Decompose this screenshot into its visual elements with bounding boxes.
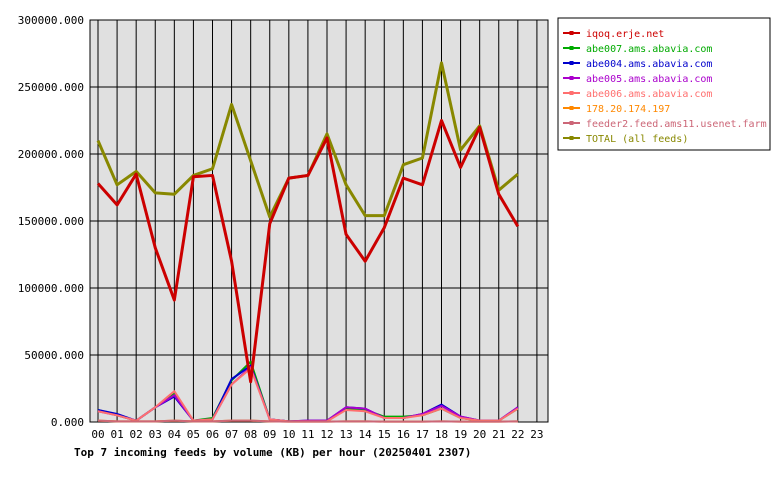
x-tick-label: 04	[168, 428, 182, 441]
x-tick-label: 00	[91, 428, 104, 441]
x-tick-label: 13	[339, 428, 352, 441]
x-tick-label: 18	[435, 428, 448, 441]
legend-label: abe007.ams.abavia.com	[586, 44, 712, 55]
x-tick-label: 16	[397, 428, 410, 441]
x-tick-label: 12	[320, 428, 333, 441]
x-tick-label: 23	[530, 428, 543, 441]
x-tick-label: 14	[359, 428, 373, 441]
series-lines	[96, 61, 520, 423]
y-tick-label: 0.000	[51, 416, 84, 429]
y-tick-label: 200000.000	[18, 148, 84, 161]
y-tick-label: 150000.000	[18, 215, 84, 228]
legend-label: 178.20.174.197	[586, 104, 670, 115]
x-tick-label: 19	[454, 428, 467, 441]
x-tick-label: 17	[416, 428, 429, 441]
legend-marker	[569, 121, 574, 125]
x-axis-ticks: 00 01 02 03 04 05 06 07 08 09 10 11 12 13 14 15 16 17 18 19…	[91, 428, 543, 441]
legend-label: abe004.ams.abavia.com	[586, 59, 712, 70]
legend-marker	[569, 46, 574, 50]
x-tick-label: 01	[110, 428, 123, 441]
legend-marker	[569, 61, 574, 65]
legend-label: TOTAL (all feeds)	[586, 134, 688, 145]
y-tick-label: 100000.000	[18, 282, 84, 295]
x-tick-label: 11	[301, 428, 314, 441]
y-tick-label: 300000.000	[18, 14, 84, 27]
x-tick-label: 21	[492, 428, 505, 441]
chart-title: Top 7 incoming feeds by volume (KB) per …	[74, 446, 471, 459]
y-tick-label: 250000.000	[18, 81, 84, 94]
legend-marker	[569, 91, 574, 95]
y-tick-label: 50000.000	[24, 349, 84, 362]
x-tick-label: 22	[511, 428, 524, 441]
legend-marker	[569, 31, 574, 35]
legend-label: iqoq.erje.net	[586, 29, 664, 40]
x-tick-label: 10	[282, 428, 295, 441]
series-line	[96, 119, 520, 384]
legend-marker	[569, 76, 574, 80]
legend-box	[557, 17, 771, 151]
x-tick-label: 20	[473, 428, 486, 441]
x-tick-label: 07	[225, 428, 238, 441]
x-tick-label: 03	[149, 428, 162, 441]
legend-label: abe006.ams.abavia.com	[586, 89, 712, 100]
x-tick-label: 06	[206, 428, 219, 441]
series-line	[97, 419, 518, 423]
x-tick-label: 15	[378, 428, 391, 441]
legend-marker	[569, 106, 574, 110]
x-tick-label: 02	[130, 428, 143, 441]
x-tick-label: 08	[244, 428, 257, 441]
legend-label: feeder2.feed.ams11.usenet.farm	[586, 119, 767, 130]
x-tick-label: 05	[187, 428, 200, 441]
y-axis-ticks: 0.000 50000.000 100000.000 150000.000 200000…	[18, 14, 84, 429]
legend: iqoq.erje.net abe007.ams.abavia.com abe004…	[557, 17, 771, 151]
legend-label: abe005.ams.abavia.com	[586, 74, 712, 85]
legend-marker	[569, 136, 574, 140]
x-tick-label: 09	[263, 428, 276, 441]
